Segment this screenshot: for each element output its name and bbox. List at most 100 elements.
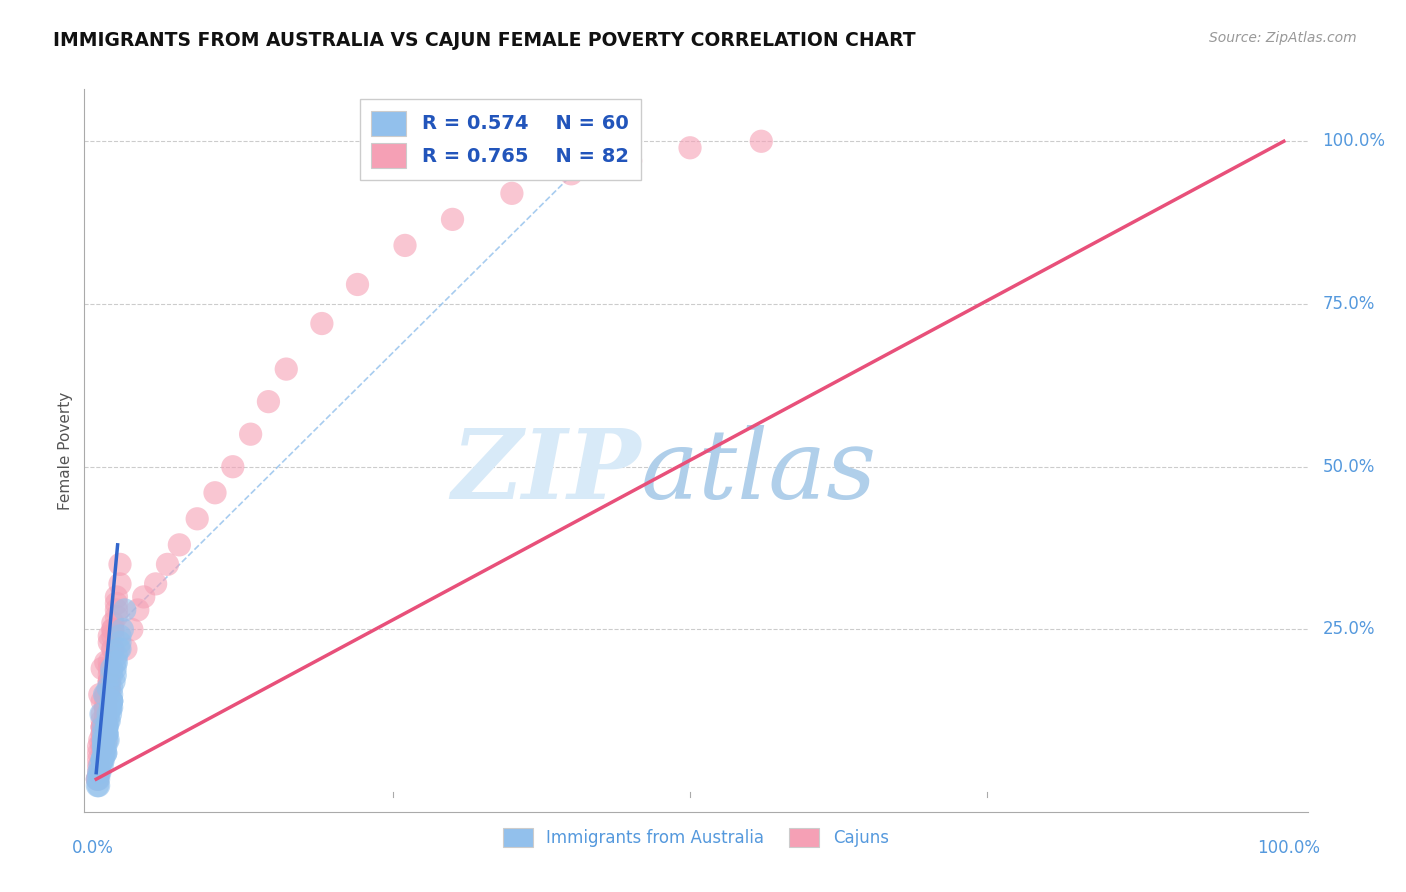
Point <box>91 726 114 740</box>
Point <box>91 707 114 722</box>
Point <box>101 642 124 657</box>
Point <box>346 277 368 292</box>
Point <box>94 714 117 728</box>
Point <box>94 700 117 714</box>
Point <box>91 753 114 767</box>
Point <box>145 577 167 591</box>
Point <box>104 668 127 682</box>
Text: 25.0%: 25.0% <box>1322 621 1375 639</box>
Point <box>121 623 143 637</box>
Point <box>239 427 262 442</box>
Point <box>89 765 111 780</box>
Point <box>98 674 121 689</box>
Point <box>222 459 245 474</box>
Point <box>98 714 121 728</box>
Text: 100.0%: 100.0% <box>1322 132 1385 150</box>
Point <box>441 212 464 227</box>
Point <box>105 603 128 617</box>
Point <box>101 642 124 657</box>
Point <box>94 714 117 728</box>
Point <box>93 739 115 754</box>
Point <box>98 655 121 669</box>
Point <box>100 668 122 682</box>
Point <box>560 167 582 181</box>
Point <box>93 688 115 702</box>
Point <box>156 558 179 572</box>
Point <box>93 720 115 734</box>
Point <box>96 733 118 747</box>
Point <box>87 759 110 773</box>
Point <box>749 134 772 148</box>
Point <box>115 642 138 657</box>
Point <box>108 635 131 649</box>
Point <box>100 694 122 708</box>
Text: ZIP: ZIP <box>451 425 641 519</box>
Point <box>98 635 121 649</box>
Point <box>97 681 120 695</box>
Point <box>94 726 117 740</box>
Point <box>91 714 114 728</box>
Point <box>100 694 122 708</box>
Point <box>91 759 114 773</box>
Point <box>94 694 117 708</box>
Point <box>91 753 114 767</box>
Point <box>94 700 117 714</box>
Point <box>108 577 131 591</box>
Point <box>96 720 118 734</box>
Point <box>105 590 128 604</box>
Point <box>91 753 114 767</box>
Point <box>93 753 115 767</box>
Point <box>100 700 122 714</box>
Point <box>91 739 114 754</box>
Point <box>94 655 117 669</box>
Point <box>86 772 108 787</box>
Point <box>97 733 120 747</box>
Point <box>94 688 117 702</box>
Point <box>96 720 118 734</box>
Point <box>91 739 114 754</box>
Point <box>87 765 110 780</box>
Point <box>94 714 117 728</box>
Point <box>98 688 121 702</box>
Point <box>501 186 523 201</box>
Point <box>100 661 122 675</box>
Point <box>89 688 111 702</box>
Point <box>91 739 114 754</box>
Point <box>94 700 117 714</box>
Text: 100.0%: 100.0% <box>1257 839 1320 857</box>
Legend: Immigrants from Australia, Cajuns: Immigrants from Australia, Cajuns <box>496 822 896 854</box>
Point <box>114 603 136 617</box>
Point <box>86 772 108 787</box>
Point <box>87 753 110 767</box>
Point <box>86 772 108 787</box>
Point <box>105 648 128 663</box>
Point <box>105 609 128 624</box>
Point <box>100 694 122 708</box>
Point <box>87 739 110 754</box>
Point <box>111 623 134 637</box>
Point <box>108 629 131 643</box>
Point <box>87 765 110 780</box>
Point <box>101 623 124 637</box>
Y-axis label: Female Poverty: Female Poverty <box>58 392 73 509</box>
Point <box>103 674 125 689</box>
Point <box>104 655 127 669</box>
Point <box>394 238 416 252</box>
Point <box>90 707 112 722</box>
Point <box>101 629 124 643</box>
Point <box>311 317 333 331</box>
Point <box>94 688 117 702</box>
Point <box>93 733 115 747</box>
Point <box>97 714 120 728</box>
Text: 0.0%: 0.0% <box>72 839 114 857</box>
Point <box>101 615 124 630</box>
Text: atlas: atlas <box>641 425 877 519</box>
Point <box>91 726 114 740</box>
Point <box>89 733 111 747</box>
Point <box>98 668 121 682</box>
Point <box>97 707 120 722</box>
Point <box>620 153 643 168</box>
Point <box>107 642 129 657</box>
Point <box>100 700 122 714</box>
Text: Source: ZipAtlas.com: Source: ZipAtlas.com <box>1209 31 1357 45</box>
